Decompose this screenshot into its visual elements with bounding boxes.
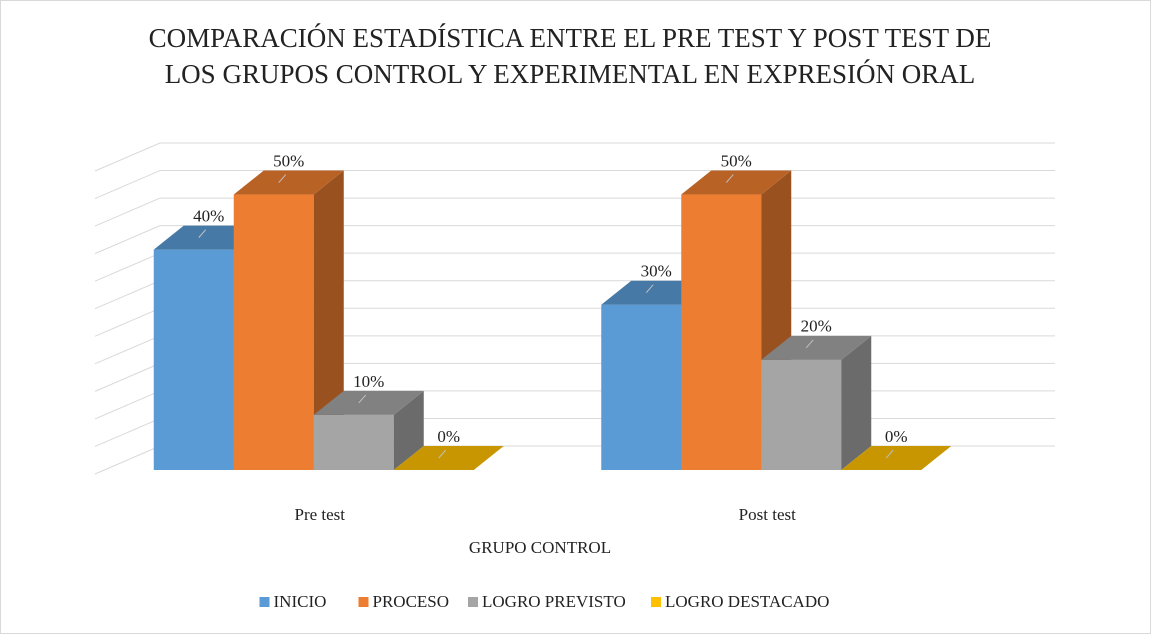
- label-leader: [358, 394, 367, 404]
- x-axis-title: GRUPO CONTROL: [469, 538, 611, 557]
- side-grid-line: [94, 197, 161, 227]
- legend-swatch: [259, 597, 270, 607]
- data-label: 20%: [801, 317, 832, 336]
- legend-label: PROCESO: [373, 592, 450, 611]
- side-grid-line: [94, 390, 161, 420]
- chart-title: COMPARACIÓN ESTADÍSTICA ENTRE EL PRE TES…: [148, 23, 992, 89]
- bar-top: [841, 446, 952, 470]
- bar-top: [313, 390, 424, 415]
- legend-swatch: [651, 597, 661, 607]
- bar-top: [761, 335, 872, 360]
- x-tick-label: Post test: [739, 505, 796, 524]
- bar-front: [153, 249, 234, 470]
- bar-top: [681, 170, 792, 195]
- label-leader: [198, 229, 207, 238]
- label-leader: [438, 449, 447, 459]
- side-grid-line: [94, 362, 161, 392]
- bar-front: [761, 359, 842, 470]
- bar-front: [313, 414, 394, 470]
- bar-side: [313, 170, 344, 470]
- data-label: 30%: [641, 262, 672, 281]
- legend-label: LOGRO DESTACADO: [665, 592, 829, 611]
- bar-front: [601, 304, 682, 470]
- legend-label: LOGRO PREVISTO: [482, 592, 626, 611]
- side-grid-line: [94, 280, 161, 310]
- label-leader: [805, 339, 814, 349]
- label-leader: [278, 174, 287, 183]
- label-leader: [885, 449, 894, 459]
- label-leader: [645, 284, 654, 294]
- side-grid-line: [94, 225, 161, 255]
- bar-front: [681, 194, 762, 470]
- bar-front: [233, 194, 314, 470]
- data-label: 0%: [437, 427, 460, 446]
- data-label: 50%: [273, 151, 304, 170]
- side-grid-line: [94, 417, 161, 447]
- label-leader: [725, 174, 734, 183]
- side-grid-line: [94, 307, 161, 337]
- data-label: 10%: [353, 372, 384, 391]
- bar-top: [393, 446, 504, 470]
- bar-top: [233, 170, 344, 195]
- side-grid-line: [94, 142, 161, 172]
- legend-swatch: [358, 597, 369, 607]
- side-grid-line: [94, 445, 161, 475]
- data-label: 0%: [885, 427, 908, 446]
- legend-swatch: [468, 597, 478, 607]
- x-tick-label: Pre test: [294, 505, 345, 524]
- data-label: 40%: [193, 207, 224, 226]
- side-grid-line: [94, 335, 161, 365]
- bar-side: [841, 335, 872, 470]
- data-label: 50%: [721, 151, 752, 170]
- side-grid-line: [94, 252, 161, 282]
- legend-label: INICIO: [274, 592, 327, 611]
- side-grid-line: [94, 170, 161, 200]
- bar-side: [393, 390, 424, 470]
